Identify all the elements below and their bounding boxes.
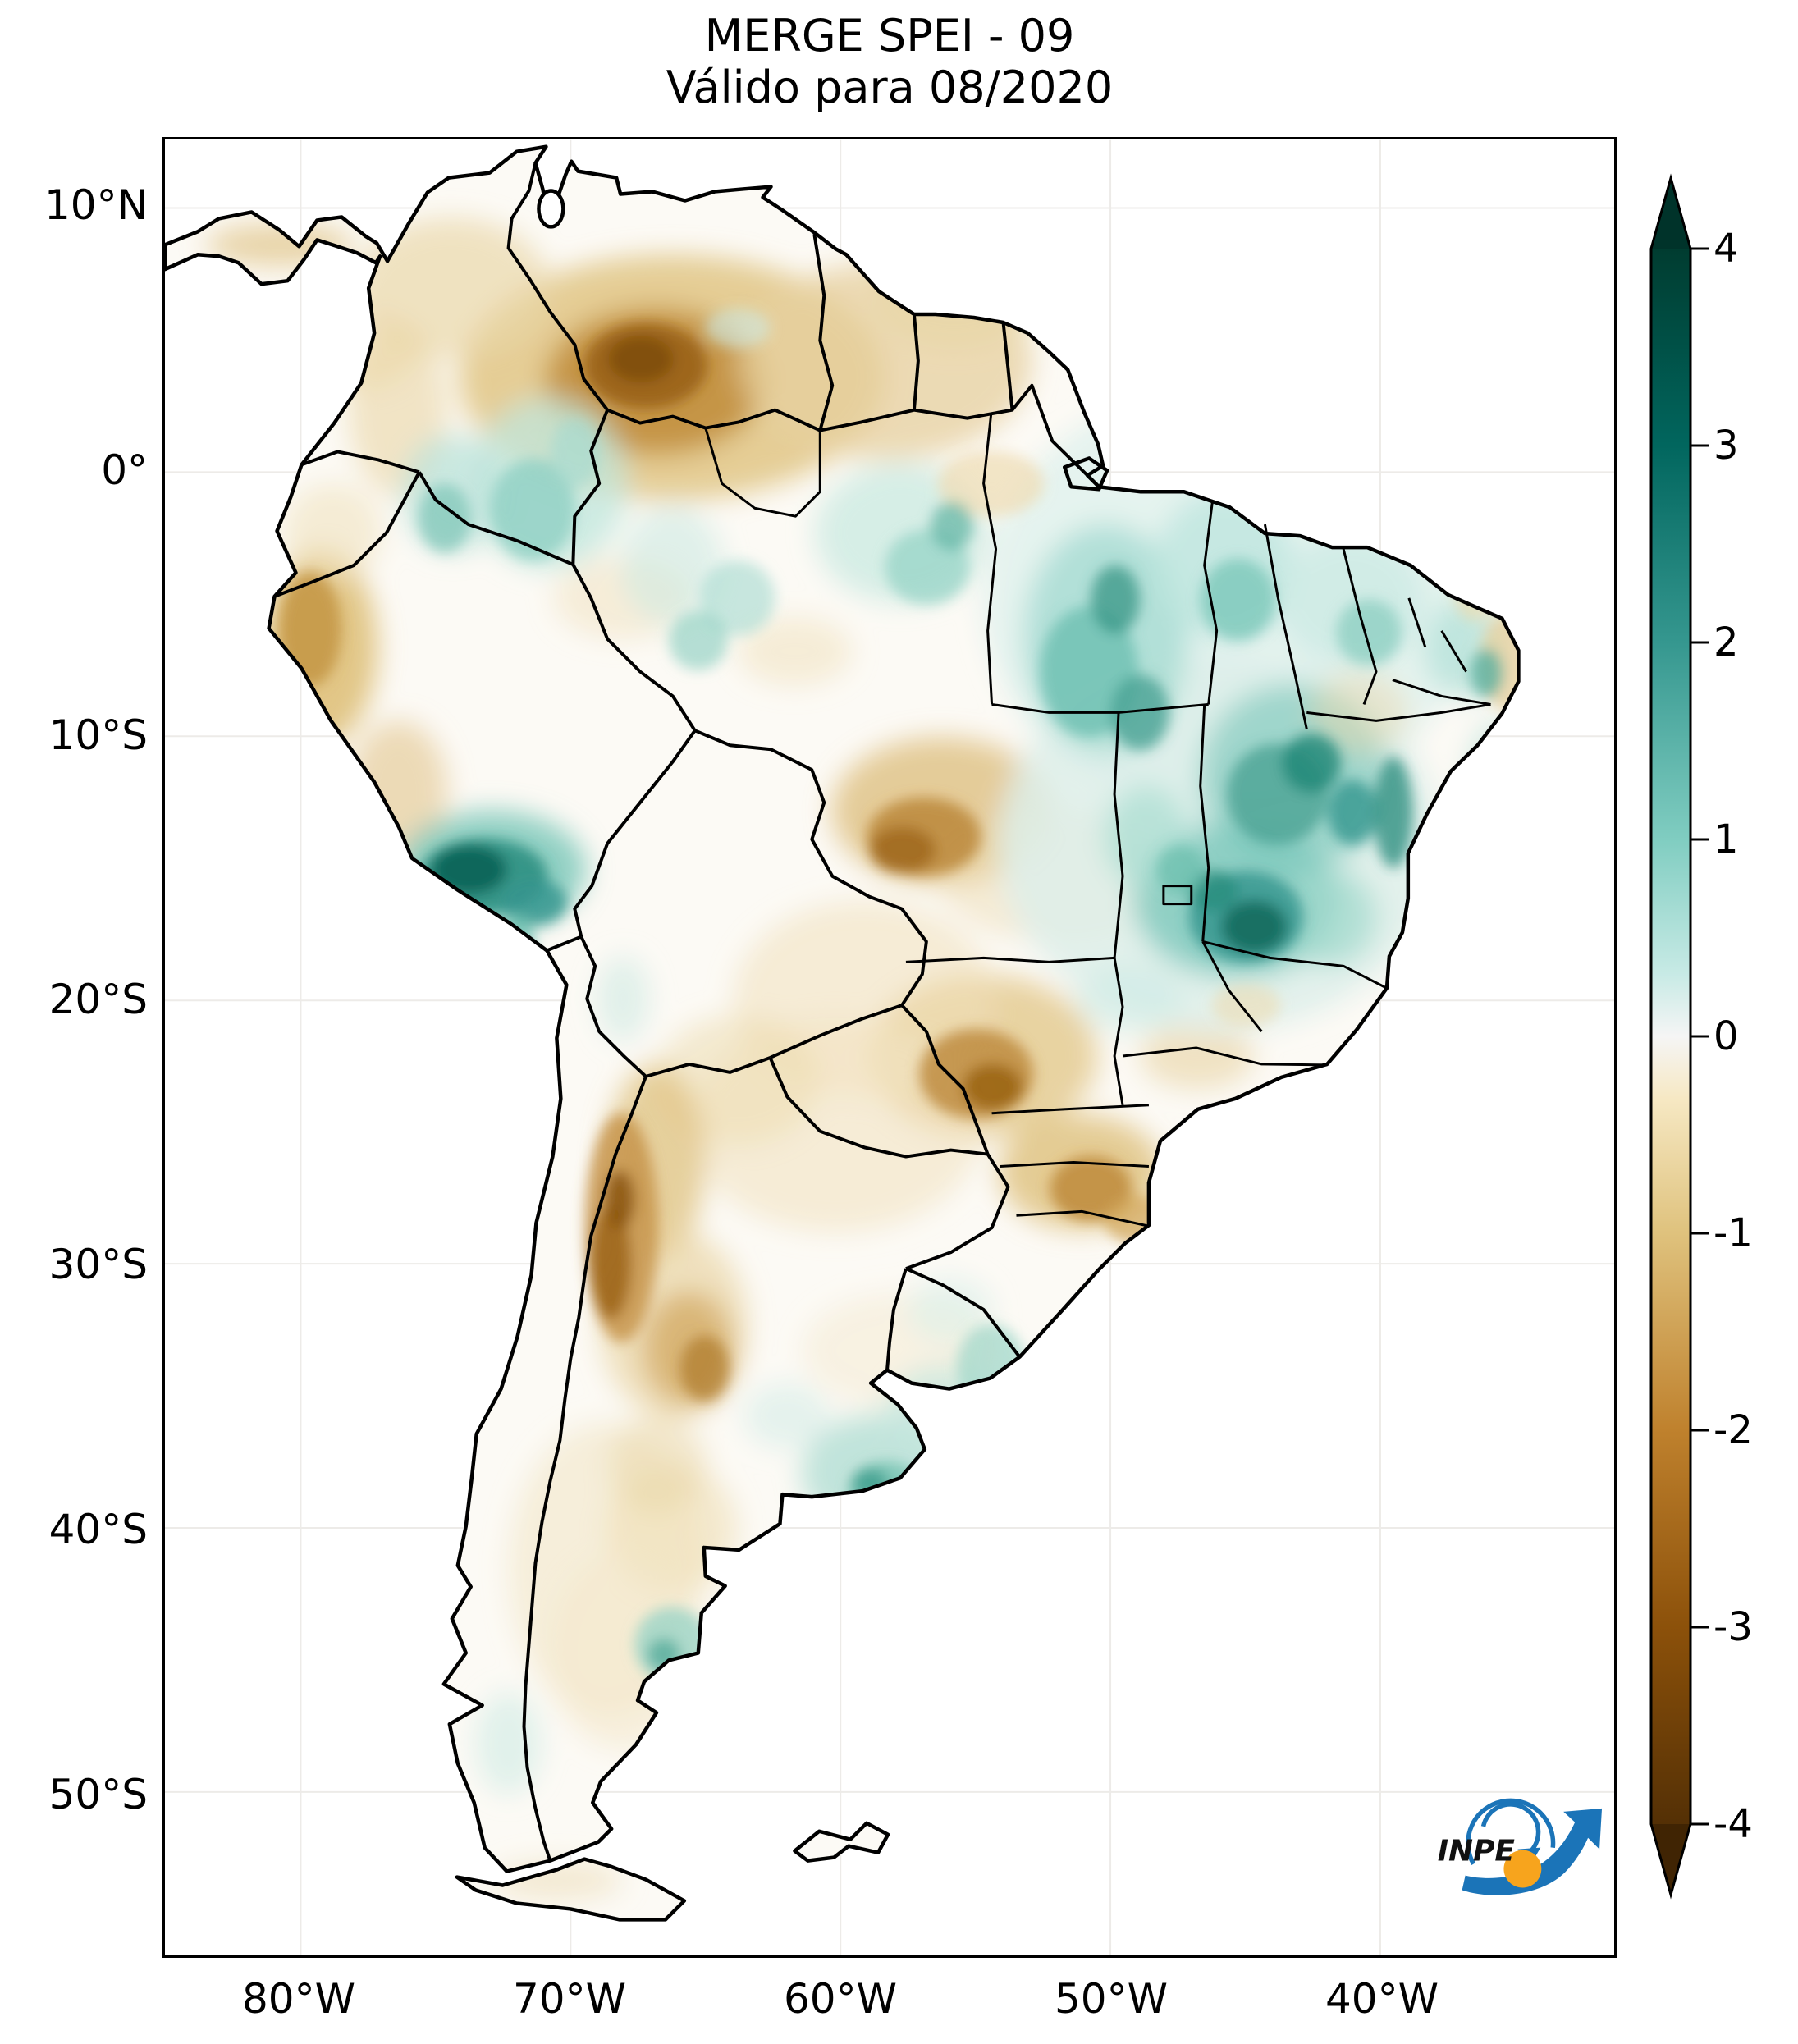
- y-tick-label: 10°N: [43, 181, 148, 229]
- spei-raster-field: [165, 146, 1519, 1920]
- x-tick-label: 60°W: [783, 1975, 898, 2023]
- colorbar-tick-label: -2: [1713, 1407, 1753, 1453]
- x-tick-label: 40°W: [1324, 1975, 1439, 2023]
- inpe-logo-text: INPE: [1438, 1835, 1516, 1868]
- map-axes: INPE: [162, 137, 1617, 1958]
- colorbar-gradient-bar: [1651, 249, 1690, 1824]
- inpe-inner-arc: [1480, 1802, 1541, 1856]
- state-borders: [704, 414, 1491, 1228]
- colorbar-tick-marks: [1690, 247, 1709, 1826]
- colorbar-tick-label: -3: [1713, 1604, 1753, 1650]
- colorbar-under-arrow: [1651, 1824, 1690, 1895]
- title-line-2: Válido para 08/2020: [666, 62, 1114, 113]
- figure-title: MERGE SPEI - 09 Válido para 08/2020: [162, 10, 1617, 113]
- colorbar-tick-label: 0: [1713, 1013, 1739, 1059]
- country-borders: [273, 162, 1089, 1862]
- y-tick-label: 50°S: [48, 1771, 148, 1818]
- y-tick-label: 20°S: [48, 976, 148, 1023]
- y-tick-label: 10°S: [48, 711, 148, 759]
- y-tick-label: 0°: [101, 446, 148, 494]
- colorbar-tick-label: 1: [1713, 816, 1739, 862]
- title-line-1: MERGE SPEI - 09: [704, 10, 1075, 62]
- y-tick-label: 40°S: [48, 1506, 148, 1553]
- colorbar-tick-label: -1: [1713, 1210, 1753, 1256]
- y-tick-label: 30°S: [48, 1241, 148, 1288]
- colorbar-tick-label: -4: [1713, 1801, 1753, 1847]
- colorbar-svg: [1649, 173, 1709, 1900]
- inpe-logo: INPE: [1438, 1798, 1603, 1895]
- colorbar-tick-label: 3: [1713, 423, 1739, 469]
- inpe-orange-dot: [1503, 1850, 1542, 1888]
- inpe-outer-arc: [1466, 1798, 1556, 1865]
- colorbar-tick-label: 4: [1713, 226, 1739, 272]
- colorbar-tick-label: 2: [1713, 620, 1739, 665]
- x-tick-label: 80°W: [241, 1975, 356, 2023]
- colorbar: [1633, 164, 1797, 1937]
- x-tick-label: 50°W: [1054, 1975, 1169, 2023]
- south-america-spei-map: INPE: [165, 139, 1614, 1955]
- colorbar-over-arrow: [1651, 178, 1690, 249]
- x-tick-label: 70°W: [512, 1975, 627, 2023]
